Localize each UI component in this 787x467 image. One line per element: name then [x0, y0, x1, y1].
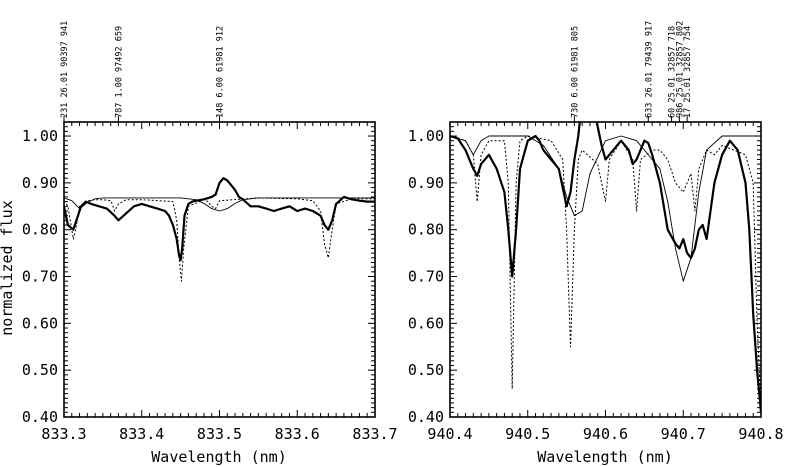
line-id-label: 148 6.00 61981 912 — [216, 26, 226, 118]
y-tick-label: 0.70 — [408, 268, 444, 286]
plot-frame — [63, 121, 376, 418]
y-tick-label: 0.90 — [408, 174, 444, 192]
left-line-identifications: 231 26.01 90397 941 787 1.00 97492 659 148… — [60, 21, 226, 122]
series-model-dotted — [64, 197, 375, 282]
right-axes: 940.4 940.5 940.6 940.7 940.8 0.40 0.50 0.60 0.7… — [408, 121, 784, 443]
y-tick-label: 0.60 — [22, 314, 58, 332]
right-line-identifications: 730 6.00 61981 805 633 26.01 79439 917 60 … — [570, 21, 693, 122]
line-id-label: 633 26.01 79439 917 — [644, 21, 654, 118]
y-tick-label: 0.50 — [408, 361, 444, 379]
line-id-label: 787 1.00 97492 659 — [114, 26, 124, 118]
series-model-thin — [64, 197, 375, 212]
y-axis-title: normalized flux — [0, 200, 16, 335]
x-tick-label: 940.4 — [427, 425, 472, 443]
line-id-label: 986 25.01 32857 802 — [675, 21, 685, 118]
line-id-label: 17 25.01 32857 754 — [683, 26, 693, 118]
series-observed-thick — [450, 122, 761, 413]
x-tick-label: 833.5 — [197, 425, 242, 443]
left-axes: 833.3 833.4 833.5 833.6 833.7 0.40 0.50 0.60 0.7… — [22, 121, 398, 443]
plot-frame — [449, 121, 762, 418]
right-series — [450, 122, 761, 413]
x-tick-label: 833.4 — [119, 425, 164, 443]
series-model-thin — [450, 135, 761, 282]
series-observed-thick — [64, 177, 375, 262]
y-tick-label: 0.80 — [22, 221, 58, 239]
x-tick-label: 833.6 — [275, 425, 320, 443]
x-tick-label: 940.7 — [661, 425, 706, 443]
y-tick-label: 1.00 — [22, 127, 58, 145]
y-tick-label: 1.00 — [408, 127, 444, 145]
x-tick-label: 833.7 — [352, 425, 397, 443]
y-tick-label: 0.80 — [408, 221, 444, 239]
y-tick-label: 0.70 — [22, 268, 58, 286]
left-x-axis-title: Wavelength (nm) — [151, 448, 286, 466]
right-panel: 940.4 940.5 940.6 940.7 940.8 0.40 0.50 0.60 0.7… — [408, 21, 784, 466]
line-id-label: 231 26.01 90397 941 — [60, 21, 70, 118]
series-model-dotted — [450, 135, 761, 408]
left-series — [64, 177, 375, 282]
line-id-label: 730 6.00 61981 805 — [570, 26, 580, 118]
right-x-axis-title: Wavelength (nm) — [537, 448, 672, 466]
x-tick-label: 940.5 — [505, 425, 550, 443]
left-panel: 833.3 833.4 833.5 833.6 833.7 0.40 0.50 0.60 0.7… — [0, 21, 398, 466]
x-tick-label: 940.8 — [738, 425, 783, 443]
x-tick-label: 833.3 — [41, 425, 86, 443]
x-tick-label: 940.6 — [583, 425, 628, 443]
line-id-label: 60 25.01 32857 718 — [668, 26, 678, 118]
y-tick-label: 0.90 — [22, 174, 58, 192]
y-tick-label: 0.60 — [408, 314, 444, 332]
y-tick-label: 0.50 — [22, 361, 58, 379]
y-tick-label: 0.40 — [408, 408, 444, 426]
y-tick-label: 0.40 — [22, 408, 58, 426]
